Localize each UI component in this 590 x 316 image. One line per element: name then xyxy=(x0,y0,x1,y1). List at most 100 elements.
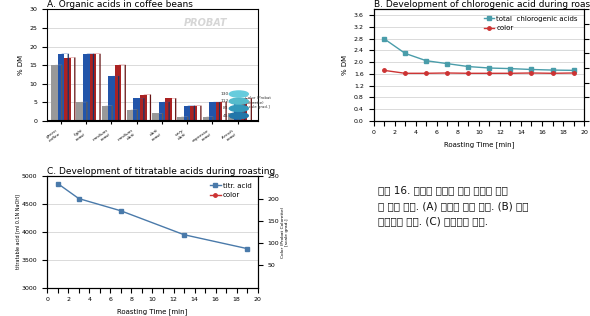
X-axis label: Roasting Time [min]: Roasting Time [min] xyxy=(117,308,188,315)
Bar xyxy=(202,117,209,121)
Polygon shape xyxy=(86,102,87,121)
Bar xyxy=(184,106,191,121)
Bar xyxy=(241,99,247,121)
color xyxy=(549,71,556,75)
color xyxy=(181,88,188,91)
Legend: titr. acid, color: titr. acid, color xyxy=(208,180,254,201)
Line: titr. acid: titr. acid xyxy=(56,182,249,250)
Bar xyxy=(115,65,122,121)
Y-axis label: % DM: % DM xyxy=(18,55,24,75)
Line: total  chlorogenic acids: total chlorogenic acids xyxy=(382,37,575,72)
color xyxy=(244,88,251,91)
total  chlorogenic acids xyxy=(570,69,577,72)
color xyxy=(444,71,451,75)
total  chlorogenic acids xyxy=(486,66,493,70)
Bar xyxy=(64,58,71,121)
total  chlorogenic acids xyxy=(528,68,535,71)
total  chlorogenic acids xyxy=(444,62,451,65)
Polygon shape xyxy=(194,106,195,121)
Bar xyxy=(234,99,241,121)
titr. acid xyxy=(76,197,83,200)
Bar xyxy=(58,54,64,121)
Ellipse shape xyxy=(230,112,248,119)
Polygon shape xyxy=(187,117,188,121)
total  chlorogenic acids xyxy=(422,59,430,63)
Bar xyxy=(77,102,83,121)
Text: 130: 130 xyxy=(220,92,228,96)
Text: PROBAT: PROBAT xyxy=(184,18,228,28)
Line: color: color xyxy=(382,69,575,75)
Polygon shape xyxy=(244,98,245,121)
Text: 45: 45 xyxy=(222,114,228,118)
color xyxy=(381,69,388,72)
color xyxy=(528,71,535,75)
Bar xyxy=(152,113,159,121)
Bar xyxy=(140,95,146,121)
Bar xyxy=(133,99,140,121)
Bar xyxy=(127,110,133,121)
Polygon shape xyxy=(124,65,126,121)
Polygon shape xyxy=(175,98,176,121)
Bar xyxy=(51,65,58,121)
total  chlorogenic acids xyxy=(549,68,556,72)
Bar xyxy=(159,102,165,121)
Polygon shape xyxy=(169,102,170,121)
Text: B. Development of chlorogenic acid during roasting: B. Development of chlorogenic acid durin… xyxy=(373,0,590,9)
Polygon shape xyxy=(238,113,239,121)
Text: 112: 112 xyxy=(220,99,228,103)
Bar xyxy=(178,117,184,121)
Line: color: color xyxy=(56,86,249,98)
Polygon shape xyxy=(118,76,119,121)
Polygon shape xyxy=(219,102,220,121)
color xyxy=(402,71,409,75)
Ellipse shape xyxy=(230,106,248,112)
color xyxy=(486,71,493,75)
titr. acid xyxy=(244,247,251,251)
color xyxy=(465,71,472,75)
Polygon shape xyxy=(225,102,227,121)
color xyxy=(54,85,61,89)
total  chlorogenic acids xyxy=(465,65,472,69)
Polygon shape xyxy=(112,106,113,121)
Bar xyxy=(101,106,108,121)
Text: 그림 16. 로스팅 정도에 따른 커피콩 성분
및 색상 변화. (A) 유기산 성분 비교. (B) 클로
로젠산의 변화. (C) 적정산의 변화.: 그림 16. 로스팅 정도에 따른 커피콩 성분 및 색상 변화. (A) 유기… xyxy=(378,185,528,227)
Y-axis label: titratable acid [ml 0.1N NaOH]: titratable acid [ml 0.1N NaOH] xyxy=(15,195,21,269)
color xyxy=(76,94,83,98)
Ellipse shape xyxy=(230,91,248,97)
Polygon shape xyxy=(68,54,69,121)
Bar xyxy=(228,113,234,121)
Polygon shape xyxy=(143,98,145,121)
Bar xyxy=(90,54,96,121)
total  chlorogenic acids xyxy=(402,52,409,55)
Polygon shape xyxy=(93,54,94,121)
Text: 83: 83 xyxy=(223,106,228,111)
Polygon shape xyxy=(200,106,202,121)
Polygon shape xyxy=(251,98,252,121)
titr. acid xyxy=(181,233,188,237)
Text: Color (Probat
Colorette)
[scale grad.]: Color (Probat Colorette) [scale grad.] xyxy=(245,96,271,109)
Bar xyxy=(83,54,90,121)
total  chlorogenic acids xyxy=(381,37,388,41)
color xyxy=(422,71,430,75)
Bar xyxy=(209,102,215,121)
titr. acid xyxy=(117,209,124,213)
Polygon shape xyxy=(61,65,63,121)
color xyxy=(507,71,514,75)
Polygon shape xyxy=(99,54,101,121)
Polygon shape xyxy=(74,58,76,121)
total  chlorogenic acids xyxy=(507,67,514,70)
Bar xyxy=(215,102,222,121)
color xyxy=(570,71,577,75)
Ellipse shape xyxy=(230,98,248,104)
X-axis label: Roasting Time [min]: Roasting Time [min] xyxy=(444,141,514,148)
Bar xyxy=(108,76,115,121)
Bar xyxy=(165,99,172,121)
Bar xyxy=(191,106,197,121)
Y-axis label: % DM: % DM xyxy=(342,55,348,75)
color xyxy=(117,88,124,91)
Text: C. Development of titratable acids during roasting: C. Development of titratable acids durin… xyxy=(47,167,276,176)
Polygon shape xyxy=(162,113,163,121)
Polygon shape xyxy=(137,109,138,121)
Polygon shape xyxy=(212,117,214,121)
Text: A. Organic acids in coffee beans: A. Organic acids in coffee beans xyxy=(47,0,193,9)
